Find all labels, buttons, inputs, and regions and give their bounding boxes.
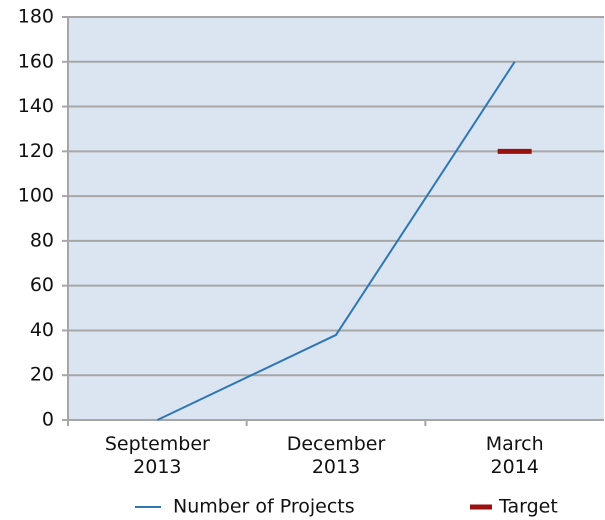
y-tick-label: 80	[30, 229, 54, 251]
legend-label: Number of Projects	[173, 496, 355, 518]
x-tick-label: March 2014	[486, 433, 544, 478]
y-tick-label: 100	[18, 185, 54, 207]
y-tick-label: 140	[18, 95, 54, 117]
y-tick-label: 40	[30, 319, 54, 341]
x-tick-label: December 2013	[287, 433, 386, 478]
y-tick-label: 120	[18, 140, 54, 162]
y-tick-label: 180	[18, 6, 54, 28]
x-tick-label: September 2013	[105, 433, 210, 478]
y-tick-label: 0	[42, 409, 54, 431]
legend-label: Target	[498, 496, 558, 518]
plot-area	[68, 17, 604, 420]
series-line	[156, 61, 516, 421]
y-tick-label: 160	[18, 50, 54, 72]
y-tick-label: 60	[30, 274, 54, 296]
y-tick-label: 20	[30, 364, 54, 386]
